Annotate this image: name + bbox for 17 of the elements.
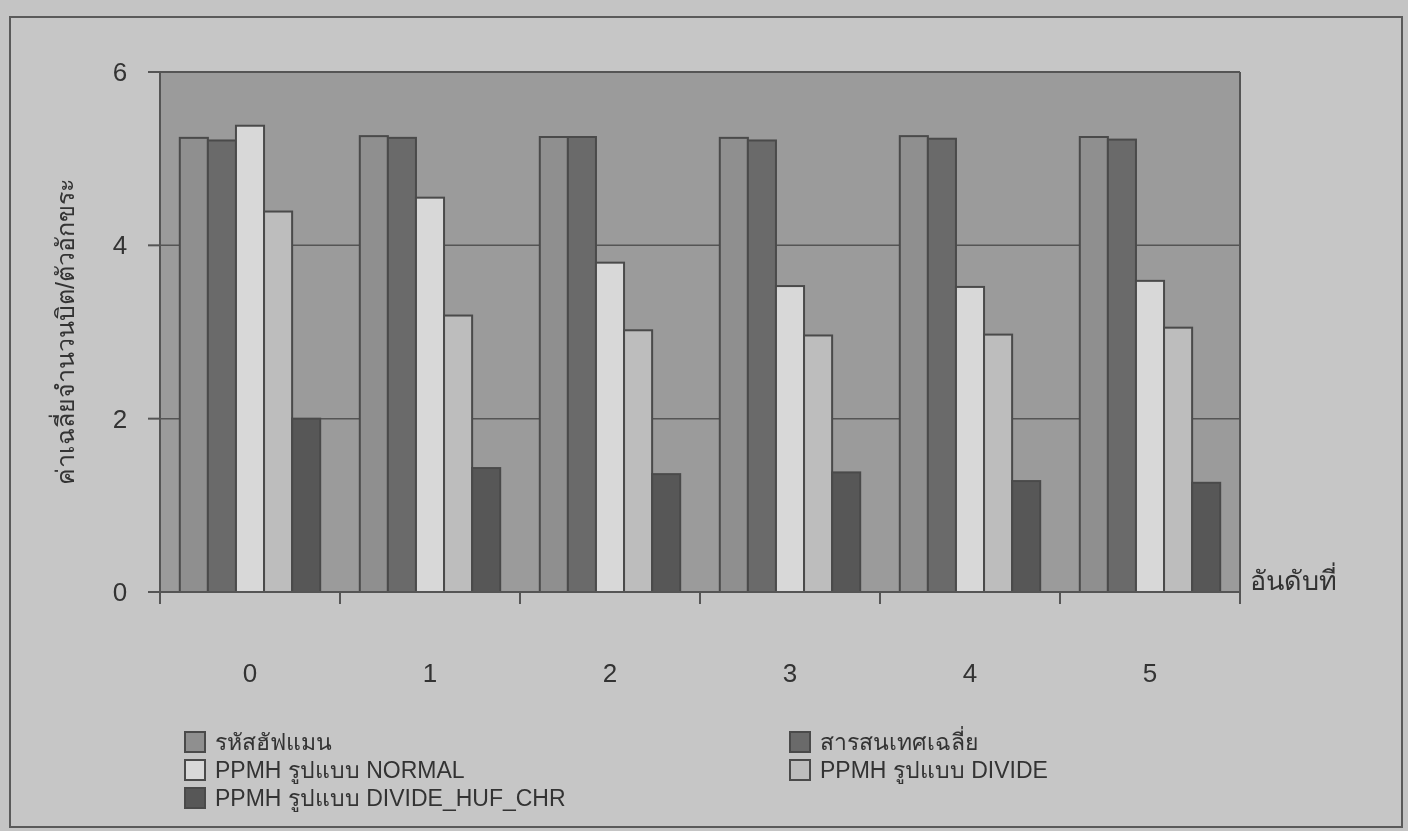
x-tick-label: 5 [1142,658,1158,688]
y-tick-label: 4 [112,230,128,261]
x-tick-label: 3 [782,658,798,688]
y-tick-label: 2 [112,403,128,434]
legend-label: รหัสฮัฟแมน [215,729,332,755]
x-tick-label: 2 [602,658,618,688]
x-tick-label: 4 [962,658,978,688]
x-tick-label: 1 [422,658,438,688]
y-axis-title: ค่าเฉลี่ยจำนวนบิต/ตัวอักขระ [48,179,79,485]
y-tick-label: 0 [112,577,128,607]
legend-label: สารสนเทศเฉลี่ย [820,726,978,755]
legend-label: PPMH รูปแบบ DIVIDE [820,757,1048,784]
x-tick-label: 0 [242,658,258,688]
y-tick-label: 6 [112,57,128,87]
legend-label: PPMH รูปแบบ DIVIDE_HUF_CHR [215,785,566,812]
legend-label: PPMH รูปแบบ NORMAL [215,757,465,784]
x-axis-title: อันดับที่ [1250,562,1337,596]
